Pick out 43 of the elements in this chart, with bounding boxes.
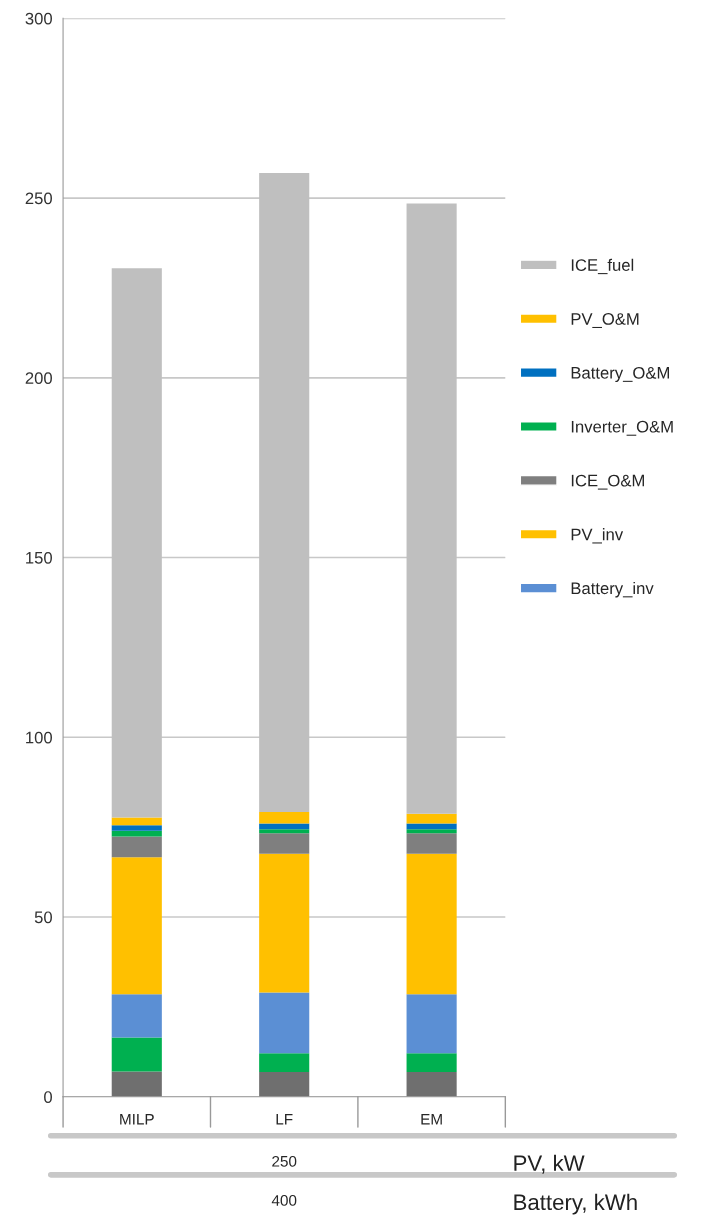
bar xyxy=(111,825,162,831)
bar xyxy=(111,836,162,858)
y-tick-label: 300 xyxy=(25,12,53,25)
legend-label: ICE_O&M xyxy=(571,474,644,490)
text: 250 xyxy=(272,1155,297,1167)
legend-label: Battery_inv xyxy=(571,581,654,598)
text: 400 xyxy=(271,1194,297,1206)
bar xyxy=(406,1071,457,1097)
bar xyxy=(111,994,162,1038)
bar xyxy=(406,853,457,995)
bar xyxy=(259,1071,310,1097)
text: PV, kW xyxy=(514,1154,585,1174)
bar xyxy=(259,829,310,834)
bar xyxy=(406,813,457,824)
bar xyxy=(111,830,162,837)
x-tick-label: MILP xyxy=(120,1114,154,1125)
bar xyxy=(259,992,310,1054)
bar xyxy=(406,829,457,834)
y-tick-label: 100 xyxy=(26,731,53,744)
bar xyxy=(111,857,162,995)
legend-label: Inverter_O&M xyxy=(571,420,673,436)
legend-label: ICE_fuel xyxy=(571,258,634,275)
x-tick-label: LF xyxy=(276,1114,293,1125)
text: Battery, kWh xyxy=(514,1193,637,1215)
bar xyxy=(111,1037,162,1072)
y-tick-label: 250 xyxy=(25,192,53,205)
bar xyxy=(406,833,457,854)
bar xyxy=(259,812,310,824)
bar xyxy=(259,853,310,993)
bar xyxy=(259,833,310,854)
y-tick-label: 150 xyxy=(26,551,53,564)
bar xyxy=(259,1053,310,1072)
bar xyxy=(406,994,457,1054)
y-tick-label: 200 xyxy=(25,372,53,384)
bar xyxy=(111,817,162,826)
bar xyxy=(406,1053,457,1072)
legend-label: Battery_O&M xyxy=(571,366,669,383)
y-tick-label: 0 xyxy=(44,1091,53,1103)
y-tick-label: 50 xyxy=(34,911,53,924)
legend-label: PV_inv xyxy=(571,528,624,544)
bar xyxy=(111,1071,162,1097)
legend-label: PV_O&M xyxy=(571,313,639,329)
x-tick-label: EM xyxy=(421,1114,442,1125)
